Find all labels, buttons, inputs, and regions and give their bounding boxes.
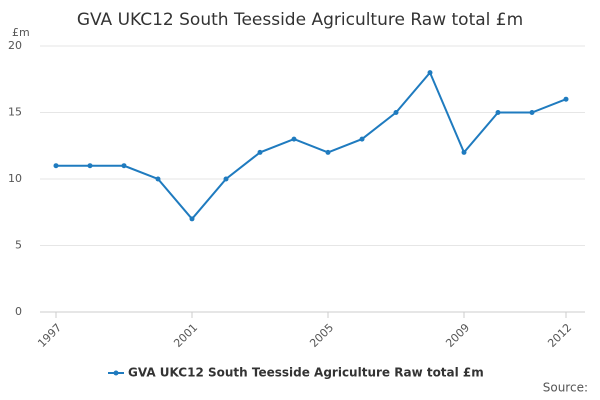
source: Source:	[543, 381, 588, 395]
point	[529, 110, 535, 115]
x-tick-label: 2009	[443, 321, 472, 350]
y-tick-label: 5	[15, 239, 22, 252]
point	[461, 149, 467, 155]
point	[325, 149, 331, 155]
point	[495, 110, 501, 115]
point	[291, 136, 297, 142]
x-tick-label: 2005	[307, 321, 336, 350]
point	[359, 136, 365, 142]
x-tick-label: 2001	[171, 321, 200, 350]
point	[155, 176, 161, 182]
point	[427, 70, 433, 76]
point	[189, 216, 195, 222]
y-tick-label: 20	[8, 39, 22, 52]
point	[223, 176, 229, 182]
legend-label: GVA UKC12 South Teesside Agriculture Raw…	[128, 366, 484, 380]
point	[393, 110, 399, 115]
point	[257, 149, 263, 155]
x-tick-label: 1997	[35, 321, 64, 350]
point	[121, 163, 127, 169]
point	[563, 96, 569, 102]
point	[87, 163, 93, 169]
y-tick-label: 0	[15, 305, 22, 318]
y-tick-label: 10	[8, 172, 22, 185]
point	[53, 163, 59, 169]
y-axis-label: £m	[12, 26, 30, 39]
legend-marker	[113, 370, 119, 376]
x-tick-label: 2012	[545, 321, 574, 350]
y-tick-label: 15	[8, 106, 22, 119]
line	[56, 70, 567, 221]
chart-title: GVA UKC12 South Teesside Agriculture Raw…	[77, 10, 523, 30]
